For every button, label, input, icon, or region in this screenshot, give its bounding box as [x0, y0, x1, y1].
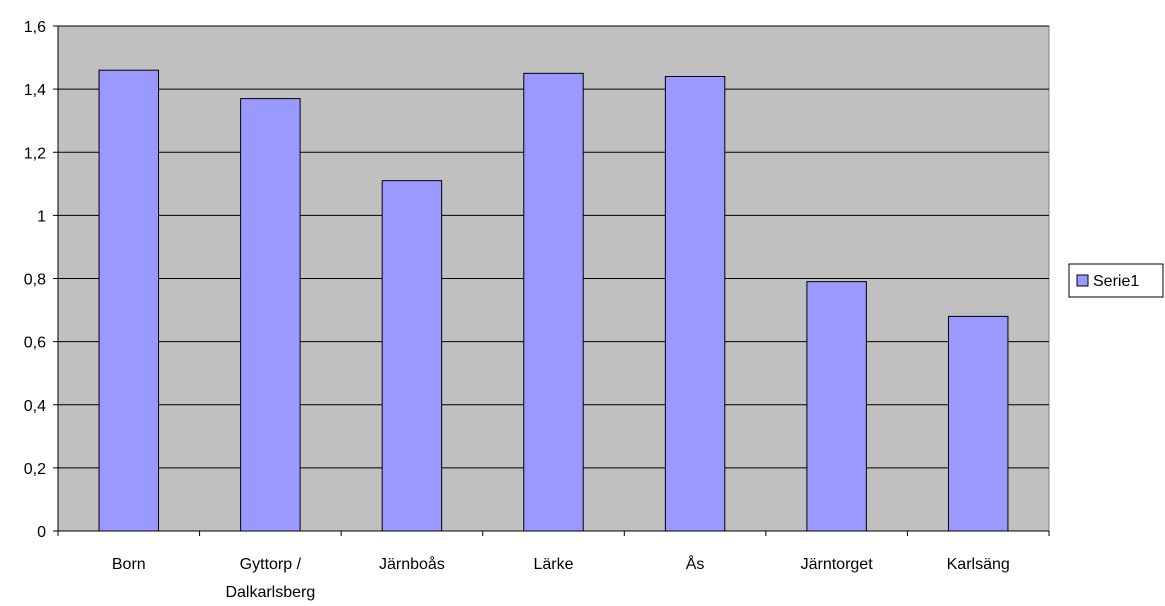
bar — [806, 281, 867, 532]
x-tick-label: Ås — [686, 554, 705, 573]
bar — [947, 315, 1009, 532]
bar — [240, 98, 301, 532]
legend-label: Serie1 — [1093, 273, 1139, 290]
y-axis-ticks: 0 0,2 0,4 0,6 0,8 1 1,2 1,4 1,6 — [24, 19, 58, 541]
x-tick-label: Lärke — [533, 556, 573, 573]
bar — [98, 69, 160, 532]
bar — [381, 180, 443, 532]
y-tick-label: 0,2 — [24, 461, 46, 478]
y-tick-label: 1,2 — [24, 145, 46, 162]
y-tick-label: 0,6 — [24, 335, 46, 352]
legend: Serie1 — [1068, 263, 1164, 298]
legend-swatch — [1076, 274, 1089, 287]
x-axis-ticks: Born Gyttorp / Dalkarlsberg Järnboås Lärke Ås… — [57, 531, 1050, 601]
x-tick-label: Karlsäng — [947, 556, 1010, 573]
x-tick-label: Gyttorp / Dalkarlsberg — [225, 556, 315, 601]
legend-box — [1068, 263, 1164, 298]
bar — [664, 76, 726, 532]
y-tick-label: 0,4 — [24, 398, 46, 415]
bar — [523, 72, 584, 532]
x-tick-label: Järnboås — [379, 555, 445, 573]
y-tick-label: 1,6 — [24, 19, 46, 36]
y-tick-label: 0 — [37, 524, 46, 541]
y-tick-label: 1,4 — [24, 82, 46, 99]
bars — [98, 69, 1009, 532]
x-tick-label: Born — [112, 556, 146, 573]
y-tick-label: 1 — [37, 208, 46, 225]
x-tick-label: Järntorget — [801, 556, 874, 573]
y-tick-label: 0,8 — [24, 272, 46, 289]
